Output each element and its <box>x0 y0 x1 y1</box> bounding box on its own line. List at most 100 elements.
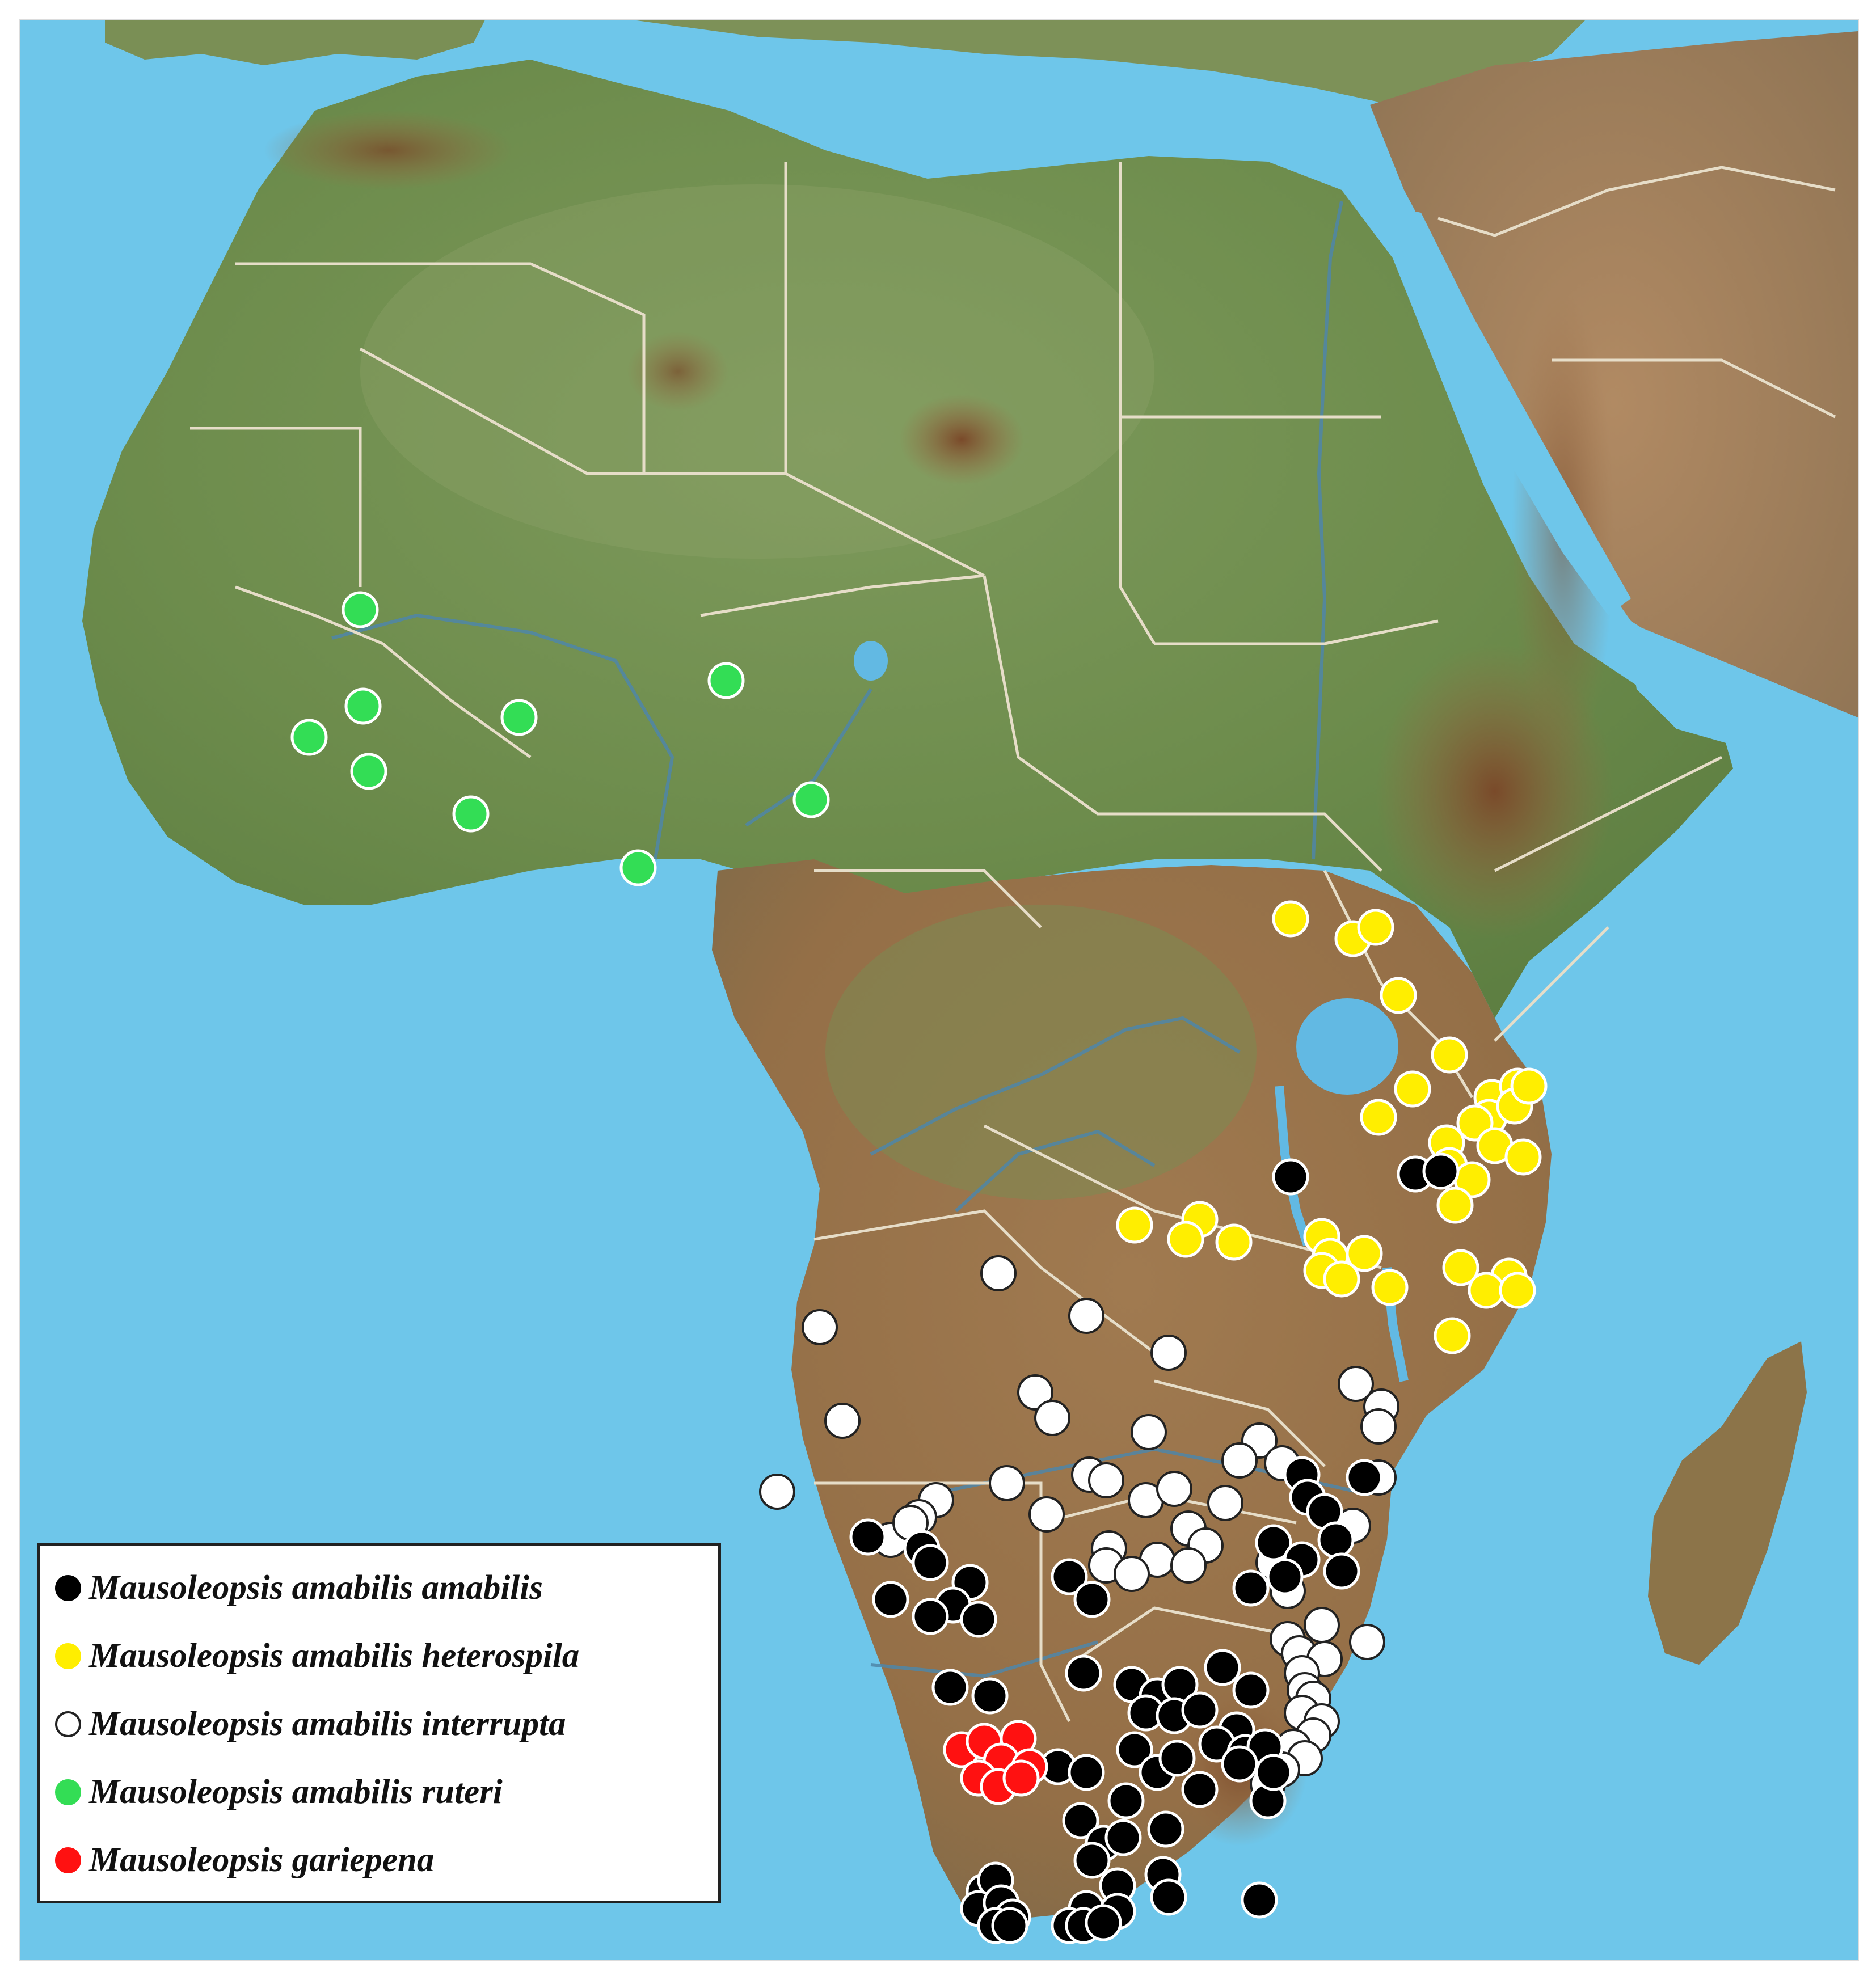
point-amabilis <box>1150 1878 1187 1916</box>
point-amabilis <box>1346 1459 1383 1496</box>
lake-chad <box>854 641 888 681</box>
point-amabilis <box>1147 1810 1184 1848</box>
red-sea <box>1393 207 1631 615</box>
point-interrupta <box>980 1255 1017 1291</box>
distribution-points <box>290 591 1548 1944</box>
point-interrupta <box>1338 1366 1374 1402</box>
africa-north-land <box>82 60 1733 1018</box>
legend-item-amabilis: Mausoleopsis amabilis amabilis <box>55 1557 543 1619</box>
point-amabilis <box>1181 1691 1219 1729</box>
point-interrupta <box>802 1309 838 1345</box>
point-heterospila <box>1434 1317 1471 1354</box>
point-interrupta <box>1349 1624 1385 1660</box>
point-interrupta <box>1017 1374 1053 1411</box>
point-amabilis <box>912 1598 949 1635</box>
legend-item-ruteri: Mausoleopsis amabilis ruteri <box>55 1761 503 1823</box>
point-heterospila <box>1431 1036 1468 1074</box>
point-amabilis <box>1073 1842 1111 1879</box>
legend-swatch-yellow <box>55 1643 81 1669</box>
point-gariepena <box>1002 1759 1040 1797</box>
point-amabilis <box>1062 1802 1099 1839</box>
point-amabilis <box>931 1669 969 1706</box>
point-amabilis <box>1323 1552 1360 1590</box>
point-interrupta <box>1088 1462 1124 1498</box>
point-amabilis <box>1073 1581 1111 1618</box>
europe-land <box>105 20 485 65</box>
point-amabilis <box>1232 1671 1270 1709</box>
point-interrupta <box>1114 1556 1150 1592</box>
legend-item-gariepena: Mausoleopsis gariepena <box>55 1829 434 1892</box>
point-heterospila <box>1436 1187 1474 1224</box>
point-heterospila <box>1442 1249 1479 1286</box>
legend-swatch-black <box>55 1575 81 1601</box>
atlas <box>264 111 513 190</box>
legend-label: Mausoleopsis amabilis ruteri <box>89 1773 503 1811</box>
point-heterospila <box>1371 1269 1409 1306</box>
legend-swatch-white <box>55 1711 81 1737</box>
point-ruteri <box>342 591 379 628</box>
point-amabilis <box>1317 1521 1355 1559</box>
point-amabilis <box>1272 1158 1309 1196</box>
arabia-land <box>1370 31 1858 774</box>
point-interrupta <box>1131 1414 1167 1450</box>
point-ruteri <box>792 781 830 818</box>
point-heterospila <box>1346 1235 1383 1272</box>
point-amabilis <box>1116 1731 1153 1768</box>
point-interrupta <box>1034 1400 1070 1436</box>
point-ruteri <box>452 795 490 833</box>
congo-basin <box>825 905 1257 1200</box>
legend-swatch-red <box>55 1847 81 1873</box>
point-ruteri <box>344 687 382 725</box>
point-heterospila <box>1116 1206 1153 1244</box>
legend: Mausoleopsis amabilis amabilis Mausoleop… <box>37 1543 721 1903</box>
point-amabilis <box>1221 1745 1258 1783</box>
tibesti <box>899 394 1024 485</box>
point-heterospila <box>1167 1221 1204 1258</box>
point-amabilis <box>1181 1771 1219 1808</box>
point-heterospila <box>1357 909 1394 946</box>
legend-swatch-green <box>55 1779 81 1805</box>
point-heterospila <box>1510 1067 1548 1105</box>
point-amabilis <box>960 1601 997 1638</box>
country-borders <box>190 162 1836 1723</box>
point-ruteri <box>290 719 328 756</box>
point-interrupta <box>989 1465 1025 1501</box>
point-amabilis <box>1107 1782 1145 1819</box>
point-amabilis <box>1051 1558 1088 1595</box>
gulf-of-aden <box>1625 621 1858 774</box>
point-heterospila <box>1360 1099 1397 1136</box>
legend-label: Mausoleopsis amabilis amabilis <box>89 1569 543 1607</box>
point-amabilis <box>849 1518 887 1556</box>
point-amabilis <box>1266 1558 1304 1595</box>
point-heterospila <box>1215 1223 1253 1261</box>
point-amabilis <box>1255 1524 1292 1561</box>
point-interrupta <box>759 1474 795 1510</box>
point-heterospila <box>1468 1272 1505 1309</box>
point-amabilis <box>1068 1754 1105 1791</box>
legend-label: Mausoleopsis amabilis heterospila <box>89 1637 580 1675</box>
point-heterospila <box>1394 1070 1431 1108</box>
point-amabilis <box>1422 1152 1460 1190</box>
point-interrupta <box>1028 1496 1065 1533</box>
legend-label: Mausoleopsis amabilis interrupta <box>89 1705 566 1743</box>
point-amabilis <box>912 1544 949 1581</box>
legend-item-heterospila: Mausoleopsis amabilis heterospila <box>55 1625 579 1687</box>
point-amabilis <box>1065 1654 1102 1692</box>
legend-item-interrupta: Mausoleopsis amabilis interrupta <box>55 1693 566 1755</box>
point-heterospila <box>1323 1260 1360 1298</box>
sahara-tint <box>360 184 1154 559</box>
point-interrupta <box>1068 1298 1104 1334</box>
point-amabilis <box>1241 1881 1278 1919</box>
point-interrupta <box>824 1403 861 1439</box>
point-amabilis <box>991 1907 1028 1944</box>
point-interrupta <box>1360 1408 1397 1445</box>
point-ruteri <box>619 849 657 886</box>
point-amabilis <box>1158 1740 1196 1777</box>
point-amabilis <box>1085 1904 1122 1941</box>
point-amabilis <box>872 1581 909 1618</box>
point-heterospila <box>1272 900 1309 938</box>
point-ruteri <box>500 699 538 736</box>
point-interrupta <box>1304 1607 1340 1643</box>
point-amabilis <box>1104 1819 1142 1856</box>
